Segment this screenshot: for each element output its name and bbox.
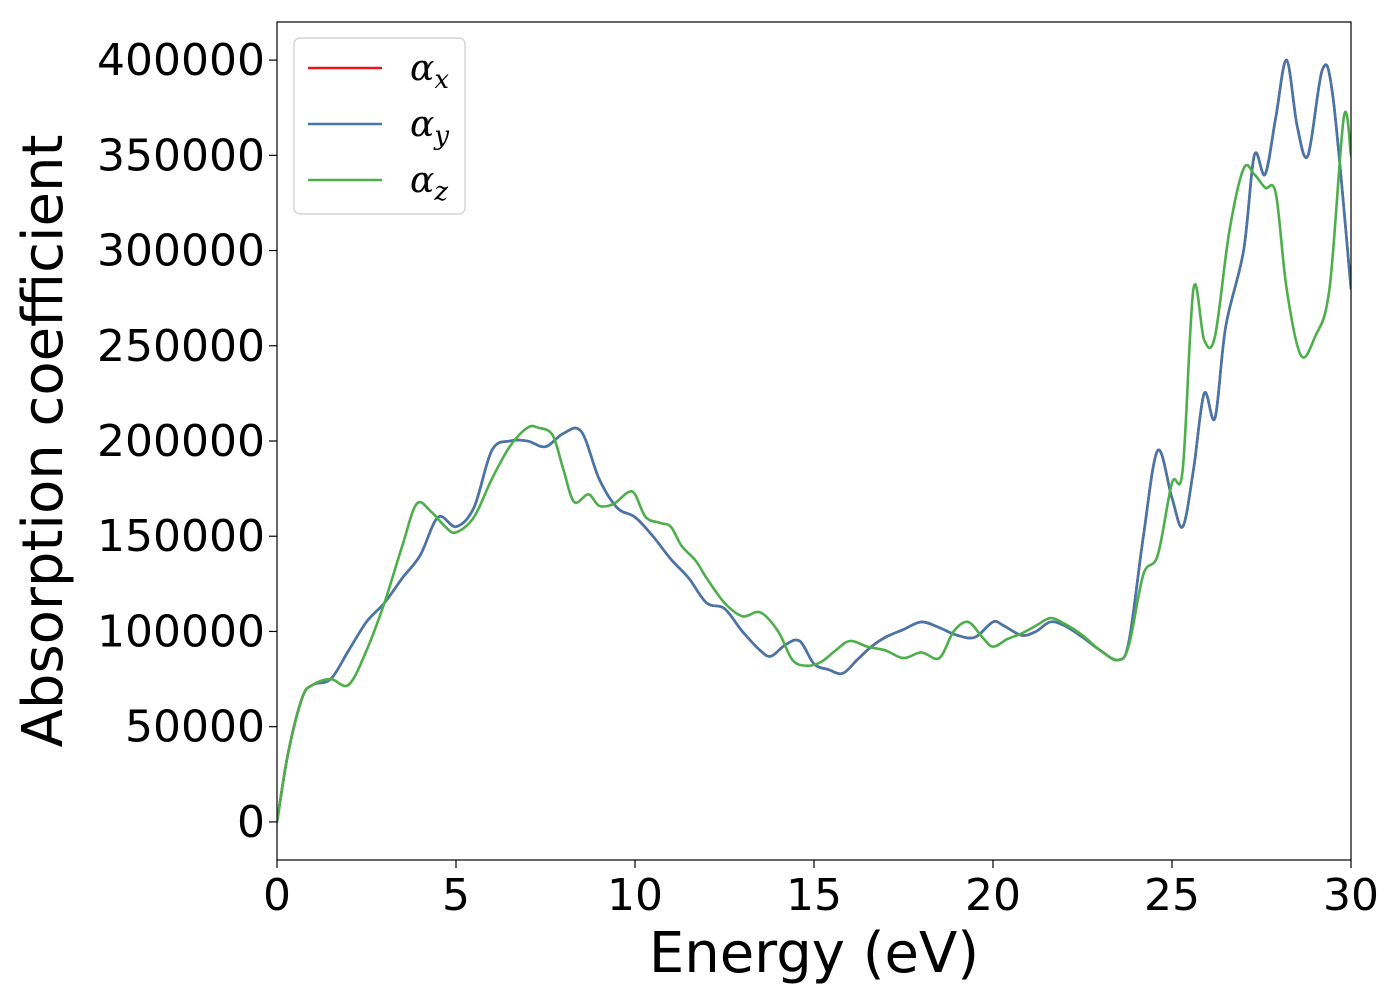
legend-label-z: αz xyxy=(410,160,448,207)
x-tick-label: 30 xyxy=(1323,870,1379,921)
x-tick-label: 15 xyxy=(786,870,842,921)
legend-label-x: αx xyxy=(410,48,449,95)
legend-label-y: αy xyxy=(410,104,449,151)
y-tick-label: 400000 xyxy=(97,35,265,86)
y-tick-label: 350000 xyxy=(97,130,265,181)
y-tick-label: 200000 xyxy=(97,416,265,467)
y-axis-ticks: 0 50000 100000 150000 200000 250000 300000 3500… xyxy=(97,35,277,848)
plot-frame xyxy=(276,21,1352,861)
x-tick-label: 10 xyxy=(607,870,663,921)
x-axis-ticks: 0 5 10 15 20 25 30 xyxy=(263,860,1379,921)
x-axis-label: Energy (eV) xyxy=(649,921,979,986)
series-lines xyxy=(277,58,1351,824)
legend: αx αy αz xyxy=(293,37,466,215)
x-tick-label: 0 xyxy=(263,870,291,921)
y-tick-label: 150000 xyxy=(97,511,265,562)
y-tick-label: 50000 xyxy=(125,702,265,753)
series-line-alpha-z xyxy=(277,110,1351,824)
y-axis-label: Absorption coefficient xyxy=(11,135,76,748)
x-tick-label: 25 xyxy=(1144,870,1200,921)
legend-box xyxy=(293,37,466,215)
y-tick-label: 250000 xyxy=(97,321,265,372)
x-tick-label: 20 xyxy=(965,870,1021,921)
x-tick-label: 5 xyxy=(442,870,470,921)
y-tick-label: 0 xyxy=(237,797,265,848)
y-tick-label: 300000 xyxy=(97,226,265,277)
y-tick-label: 100000 xyxy=(97,606,265,657)
